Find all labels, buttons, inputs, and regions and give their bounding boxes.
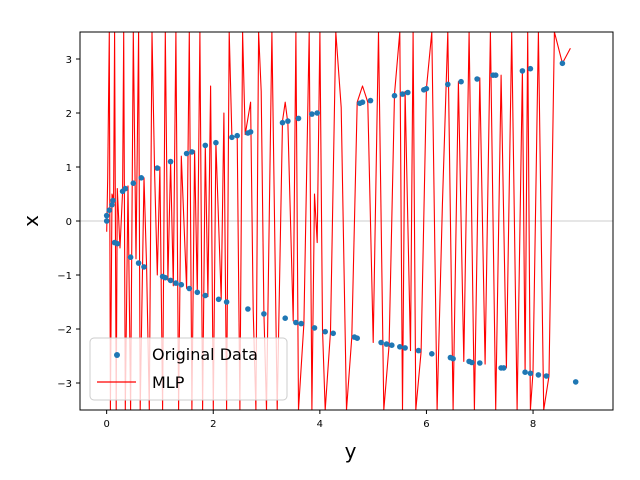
- original-data-point: [378, 339, 384, 346]
- original-data-point: [572, 379, 579, 385]
- original-data-point: [110, 197, 116, 204]
- legend-label-original-data: Original Data: [152, 345, 258, 364]
- original-data-point: [492, 72, 499, 78]
- original-data-point: [114, 240, 121, 247]
- original-data-point: [234, 132, 240, 139]
- plot-area: [80, 32, 613, 410]
- original-data-point: [261, 311, 267, 317]
- original-data-point: [314, 110, 321, 116]
- original-data-point: [130, 180, 137, 186]
- original-data-point: [354, 335, 361, 342]
- axes: 0 2 4 6 8 −3 −2 −1 0 1 2 3: [57, 55, 536, 430]
- original-data-point: [215, 296, 222, 303]
- original-data-point: [122, 185, 129, 192]
- original-data-point: [527, 65, 534, 72]
- legend-label-mlp: MLP: [152, 373, 185, 392]
- original-data-point: [500, 365, 507, 371]
- y-tick-label: 3: [66, 55, 72, 66]
- original-data-point: [109, 202, 115, 208]
- original-data-point: [402, 345, 408, 351]
- original-data-point: [527, 370, 534, 377]
- original-data-point: [141, 264, 147, 270]
- original-data-point: [173, 280, 179, 286]
- original-data-point: [154, 165, 161, 171]
- original-data-point: [450, 355, 456, 362]
- original-data-point: [469, 359, 475, 366]
- x-axis-label: y: [345, 439, 357, 463]
- original-data-point: [322, 328, 329, 335]
- legend-box: [89, 337, 288, 401]
- original-data-point: [103, 218, 110, 224]
- y-tick-label: −2: [57, 325, 72, 336]
- original-data-point: [445, 81, 451, 88]
- original-data-point: [282, 315, 289, 322]
- original-data-point: [202, 142, 209, 149]
- original-data-point: [229, 134, 235, 141]
- original-data-point: [213, 139, 219, 146]
- original-data-point: [429, 351, 435, 357]
- original-data-point: [399, 91, 406, 97]
- legend-marker-original-data: [114, 352, 120, 358]
- original-data-point: [415, 347, 422, 354]
- original-data-point: [167, 277, 174, 284]
- original-data-point: [309, 111, 315, 117]
- original-data-point: [245, 306, 251, 312]
- original-data-point: [383, 341, 390, 347]
- original-data-point: [194, 289, 201, 296]
- original-data-point: [127, 254, 134, 260]
- original-data-point: [559, 60, 566, 67]
- original-data-point: [519, 68, 526, 74]
- original-data-point: [423, 85, 430, 92]
- original-data-point: [247, 129, 254, 135]
- original-data-point: [138, 175, 145, 181]
- original-data-point: [183, 150, 190, 157]
- original-data-point: [458, 78, 464, 85]
- original-data-point: [389, 342, 395, 349]
- x-tick-label: 0: [103, 419, 109, 430]
- original-data-point: [135, 260, 142, 266]
- y-tick-label: 0: [66, 217, 72, 228]
- original-data-point: [330, 330, 337, 337]
- x-tick-label: 6: [423, 419, 429, 430]
- original-data-point: [543, 373, 550, 379]
- original-data-point: [189, 149, 195, 155]
- original-data-point: [405, 89, 411, 96]
- x-tick-label: 8: [530, 419, 536, 430]
- x-tick-label: 4: [317, 419, 323, 430]
- original-data-point: [106, 207, 113, 213]
- mlp-series-line: [106, 32, 571, 410]
- original-data-point: [367, 97, 374, 104]
- y-tick-label: 2: [66, 109, 72, 120]
- original-data-point: [202, 292, 209, 299]
- original-data-point: [359, 99, 366, 105]
- original-data-point: [162, 274, 169, 281]
- y-tick-label: 1: [66, 163, 72, 174]
- original-data-point: [477, 360, 483, 366]
- original-data-point: [167, 158, 174, 165]
- original-data-point: [293, 319, 299, 326]
- original-data-point: [223, 299, 230, 305]
- original-data-point: [178, 281, 185, 288]
- original-data-point: [391, 92, 398, 99]
- original-data-point: [279, 119, 286, 126]
- original-data-point: [311, 325, 318, 331]
- original-data-point: [397, 344, 403, 350]
- y-axis-label: x: [19, 215, 43, 227]
- original-data-point: [186, 285, 193, 292]
- original-data-point: [103, 212, 110, 219]
- original-data-point: [295, 115, 302, 122]
- original-data-point: [285, 118, 291, 124]
- original-data-point: [474, 76, 480, 82]
- x-tick-label: 2: [210, 419, 216, 430]
- legend: Original Data MLP: [89, 337, 288, 401]
- original-data-point: [522, 369, 528, 376]
- original-data-point: [535, 372, 542, 378]
- original-data-point: [298, 320, 305, 327]
- y-tick-label: −3: [57, 379, 72, 390]
- y-tick-label: −1: [57, 271, 72, 282]
